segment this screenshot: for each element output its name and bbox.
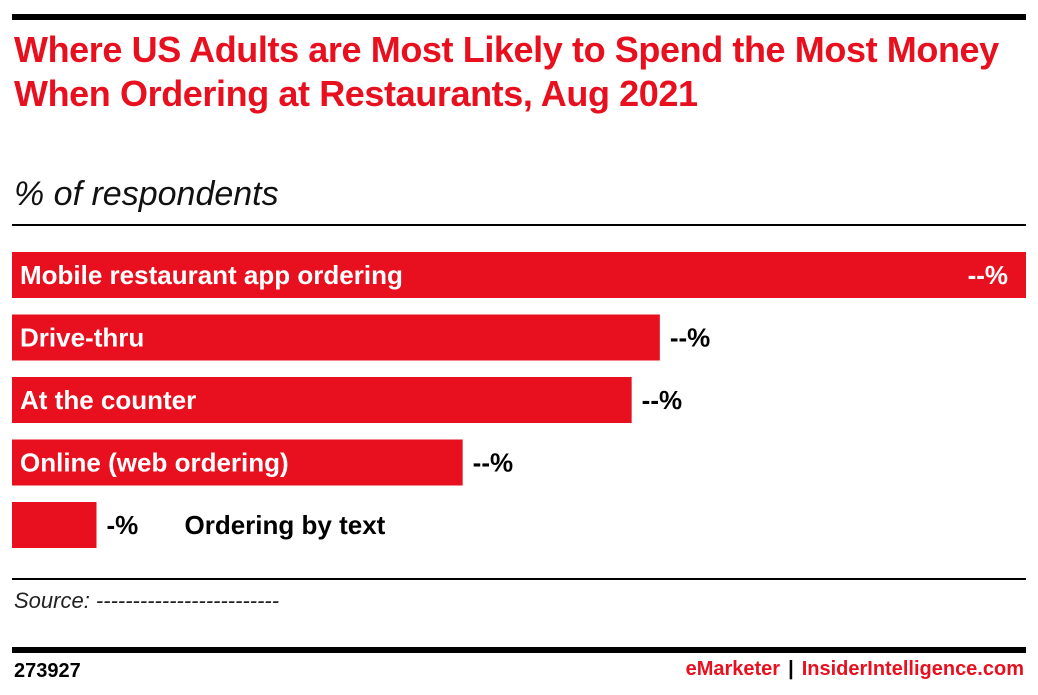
- value-label-0: --%: [968, 260, 1008, 290]
- bar-3: [12, 439, 463, 486]
- bar-0: [12, 252, 1026, 298]
- brand-emarketer: eMarketer: [685, 658, 781, 680]
- bar-chart: Mobile restaurant app ordering --% Drive-t…: [12, 252, 1026, 548]
- brand-separator: |: [788, 658, 794, 680]
- category-label-1: Drive-thru: [20, 323, 144, 353]
- chart-title: Where US Adults are Most Likely to Spend…: [14, 29, 999, 114]
- bottom-rule: [12, 647, 1026, 653]
- category-label-3: Online (web ordering): [20, 448, 289, 478]
- chart-id: 273927: [14, 660, 81, 682]
- source-note: Source: -------------------------: [14, 588, 280, 613]
- source-divider: [12, 578, 1026, 580]
- value-label-1: --%: [670, 323, 710, 353]
- value-label-4: -%: [107, 510, 139, 540]
- value-label-2: --%: [642, 385, 682, 415]
- bar-4: [12, 502, 97, 548]
- brand-footer: eMarketer | InsiderIntelligence.com: [686, 658, 1024, 681]
- brand-insider-intelligence[interactable]: InsiderIntelligence.com: [801, 658, 1024, 680]
- category-label-4: Ordering by text: [185, 510, 386, 540]
- bar-2: [12, 377, 632, 423]
- value-label-3: --%: [473, 448, 513, 478]
- chart-subtitle: % of respondents: [14, 175, 279, 213]
- bar-1: [12, 314, 660, 361]
- top-rule: [12, 14, 1026, 20]
- header-divider: [12, 224, 1026, 226]
- category-label-0: Mobile restaurant app ordering: [20, 260, 403, 290]
- category-label-2: At the counter: [20, 385, 196, 415]
